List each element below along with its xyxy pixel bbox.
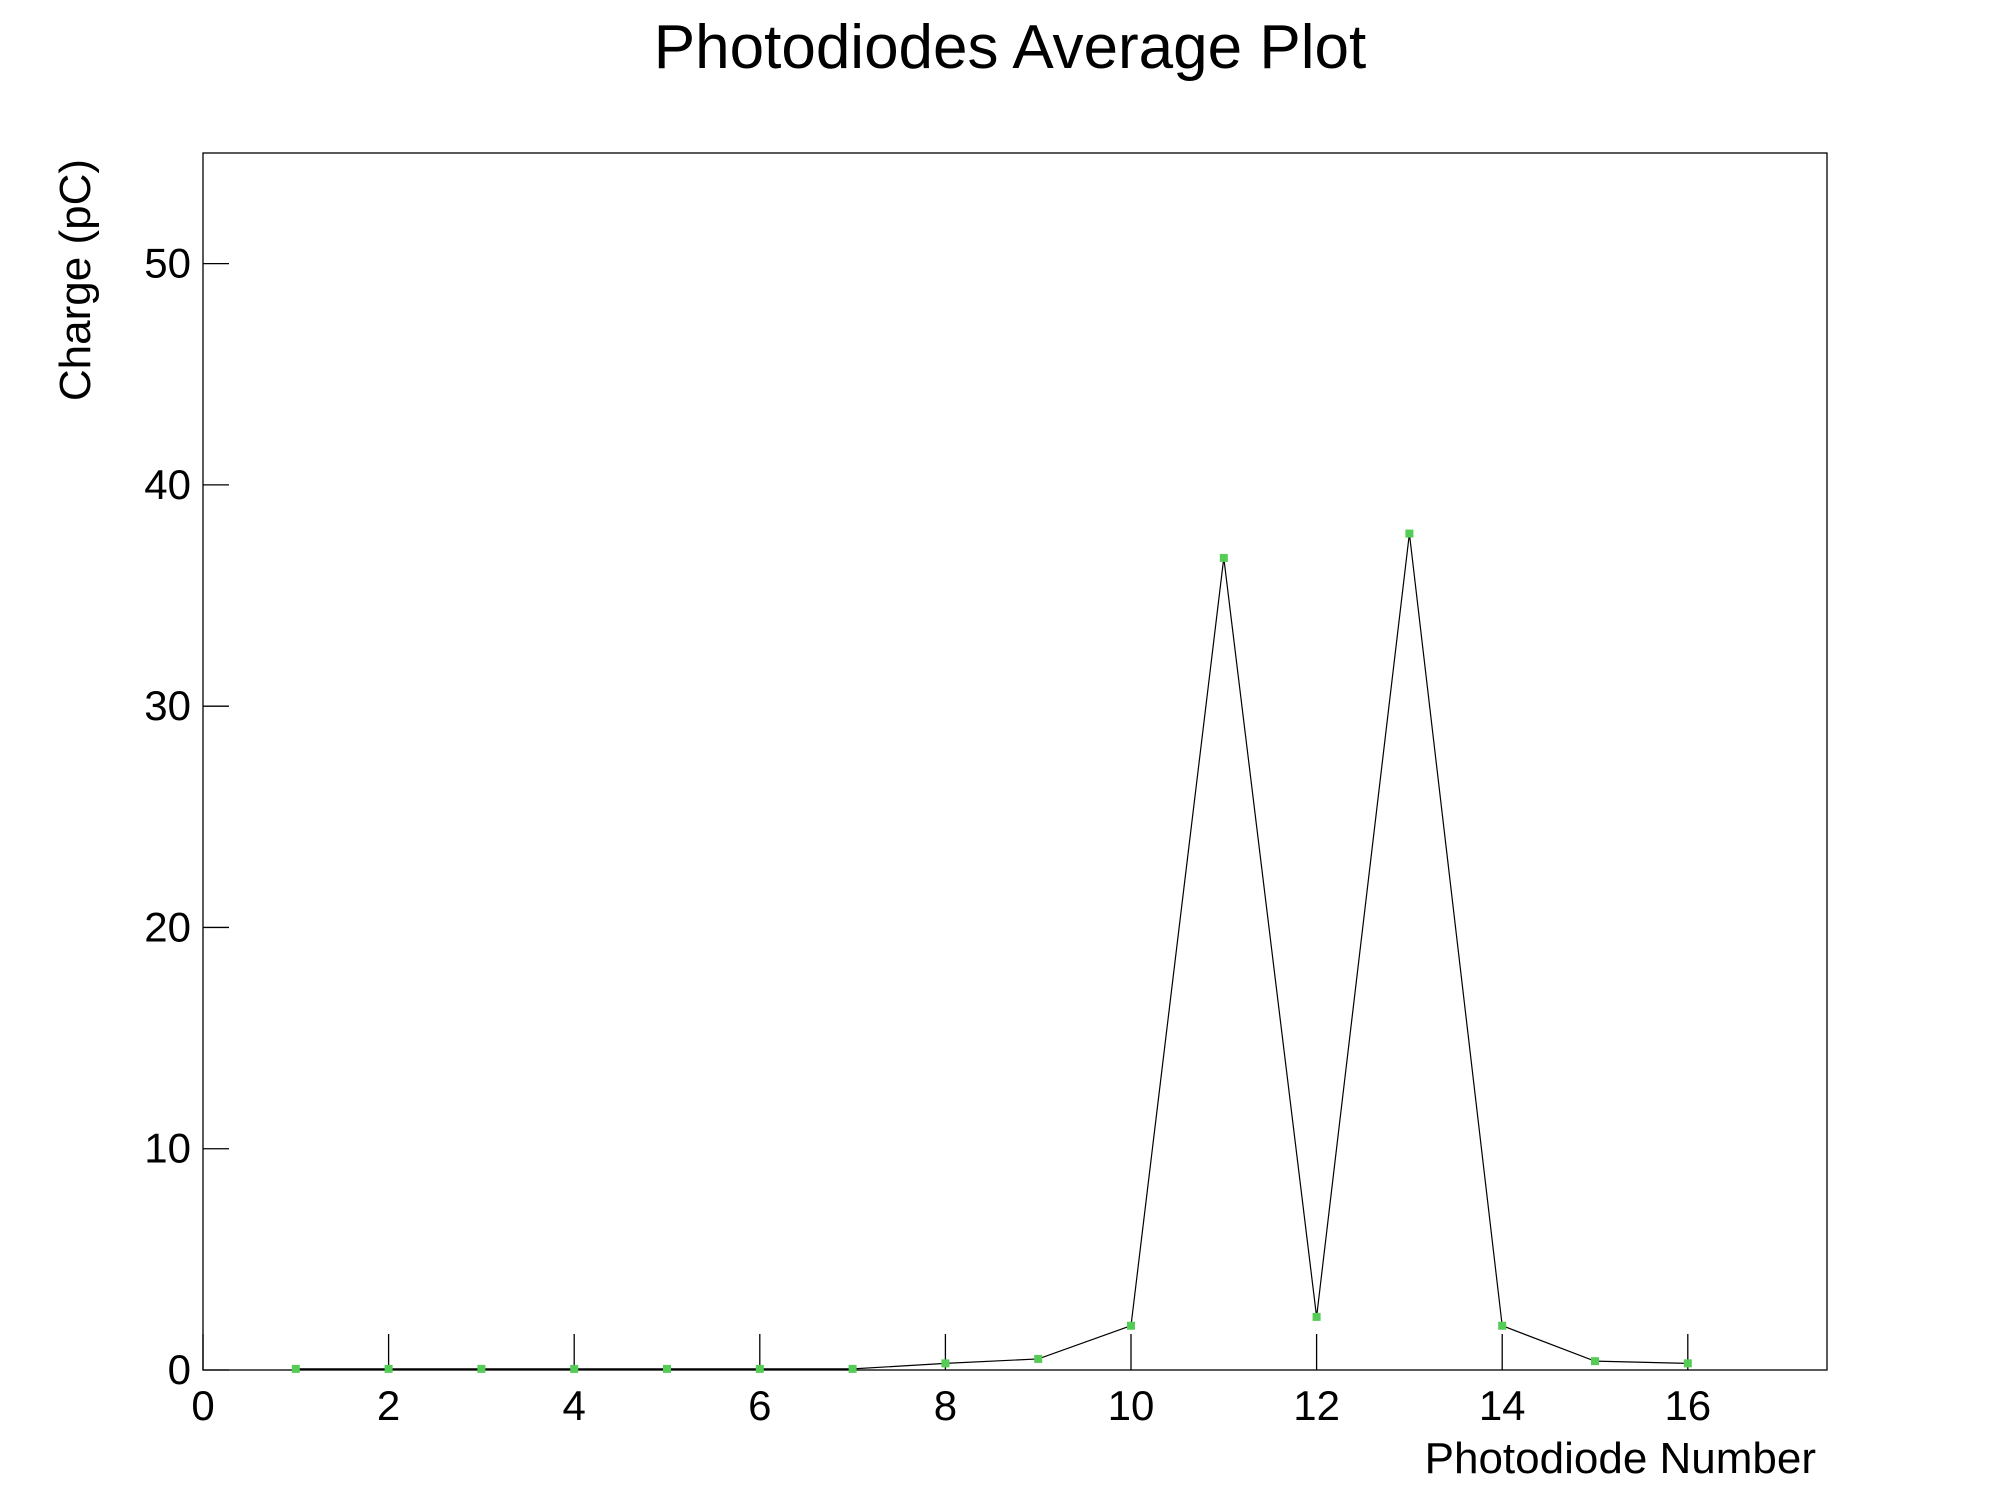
y-tick-label: 0 bbox=[168, 1346, 191, 1393]
x-axis-title: Photodiode Number bbox=[1425, 1434, 1816, 1483]
x-tick-label: 10 bbox=[1108, 1382, 1155, 1429]
data-point bbox=[1683, 1359, 1692, 1368]
y-axis-title: Charge (pC) bbox=[51, 159, 100, 401]
x-tick-label: 12 bbox=[1293, 1382, 1340, 1429]
x-tick-label: 16 bbox=[1664, 1382, 1711, 1429]
data-point bbox=[848, 1364, 857, 1373]
x-tick-label: 8 bbox=[934, 1382, 957, 1429]
y-tick-label: 40 bbox=[144, 461, 191, 508]
data-point bbox=[663, 1364, 671, 1373]
data-point bbox=[1219, 553, 1228, 562]
data-point bbox=[1312, 1312, 1321, 1321]
data-point bbox=[291, 1364, 300, 1373]
x-tick-label: 14 bbox=[1479, 1382, 1526, 1429]
x-tick-label: 4 bbox=[563, 1382, 586, 1429]
data-point bbox=[1498, 1321, 1507, 1330]
y-tick-label: 50 bbox=[144, 240, 191, 287]
chart-title: Photodiodes Average Plot bbox=[654, 13, 1366, 82]
plot-frame bbox=[202, 152, 1828, 1371]
data-point bbox=[755, 1364, 764, 1373]
data-point bbox=[1127, 1321, 1135, 1330]
data-point bbox=[1034, 1354, 1043, 1363]
y-tick-label: 10 bbox=[144, 1125, 191, 1172]
x-tick-label: 6 bbox=[748, 1382, 771, 1429]
data-point bbox=[1405, 529, 1414, 538]
data-point bbox=[570, 1364, 579, 1373]
data-point bbox=[384, 1364, 393, 1373]
data-line bbox=[295, 533, 1688, 1370]
y-tick-label: 20 bbox=[144, 903, 191, 950]
data-point bbox=[941, 1359, 950, 1368]
data-point bbox=[1591, 1357, 1599, 1366]
x-tick-label: 2 bbox=[377, 1382, 400, 1429]
data-point bbox=[477, 1364, 486, 1373]
y-tick-label: 30 bbox=[144, 682, 191, 729]
x-tick-label: 0 bbox=[191, 1382, 214, 1429]
